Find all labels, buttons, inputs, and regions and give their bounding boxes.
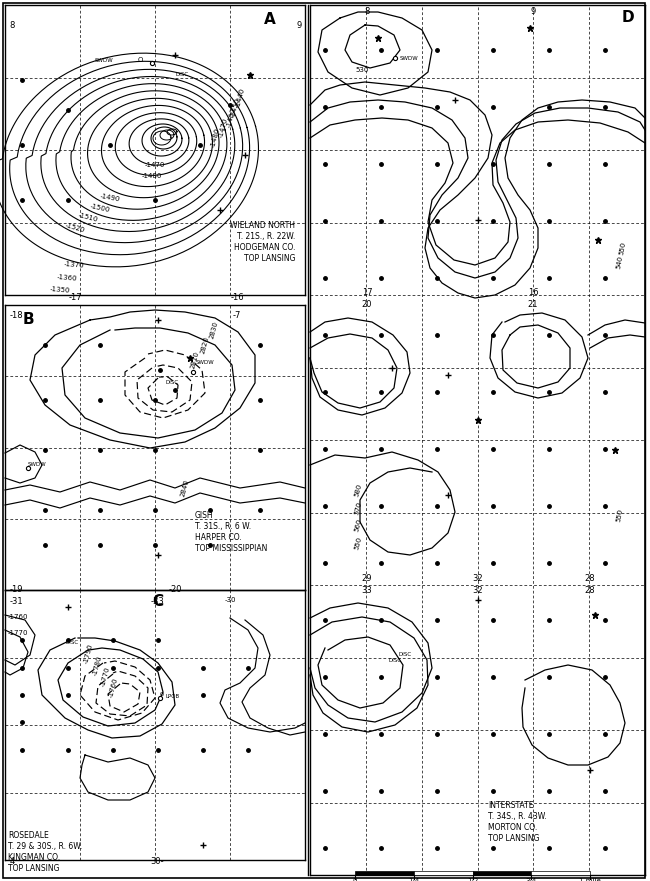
Text: DISC: DISC [175, 72, 188, 78]
Text: -31: -31 [10, 597, 23, 606]
Text: B: B [22, 313, 34, 328]
Text: T. 31S., R. 6 W.: T. 31S., R. 6 W. [195, 522, 251, 531]
Text: SWDW: SWDW [95, 57, 114, 63]
Text: GISH: GISH [195, 511, 214, 520]
Text: 32: 32 [473, 574, 484, 583]
Text: 2840: 2840 [180, 478, 190, 498]
Text: 560: 560 [354, 518, 363, 532]
Text: -1760: -1760 [107, 677, 118, 699]
Text: 2810: 2810 [190, 351, 200, 369]
Text: ROSEDALE: ROSEDALE [8, 831, 49, 840]
Text: -1770: -1770 [8, 630, 29, 636]
Text: 0: 0 [353, 878, 358, 881]
Text: INTERSTATE: INTERSTATE [488, 801, 534, 810]
Text: 32: 32 [473, 586, 484, 595]
Text: -1460: -1460 [226, 107, 237, 129]
Text: 16: 16 [528, 288, 538, 297]
Text: -19: -19 [10, 585, 23, 594]
Text: 33: 33 [361, 586, 372, 595]
Text: HODGEMAN CO.: HODGEMAN CO. [233, 243, 295, 252]
Text: TOP MISSISSIPPIAN: TOP MISSISSIPPIAN [195, 544, 267, 553]
Bar [355, 871, 414, 875]
Text: LPOB: LPOB [165, 693, 179, 699]
Text: WIELAND NORTH: WIELAND NORTH [230, 221, 295, 230]
Text: 28: 28 [585, 586, 595, 595]
Text: 550: 550 [619, 241, 627, 255]
Text: A: A [264, 12, 276, 27]
Text: MORTON CO.: MORTON CO. [488, 823, 538, 832]
Text: -1520: -1520 [64, 222, 86, 233]
Text: SWDW: SWDW [196, 360, 214, 366]
Text: -1480: -1480 [142, 173, 162, 179]
Text: -1790: -1790 [83, 643, 94, 664]
Text: -17: -17 [68, 293, 82, 302]
Text: KINGMAN CO.: KINGMAN CO. [8, 853, 60, 862]
Text: 1/2: 1/2 [467, 878, 478, 881]
Text: DISC: DISC [65, 640, 78, 646]
Text: DISC: DISC [165, 380, 178, 384]
Text: TOP LANSING: TOP LANSING [488, 834, 540, 843]
Text: 3/4: 3/4 [526, 878, 537, 881]
Text: 9: 9 [297, 20, 302, 29]
Text: 1/4: 1/4 [408, 878, 419, 881]
Text: SWDW: SWDW [28, 463, 47, 468]
Text: D: D [621, 11, 634, 26]
Text: O: O [137, 57, 143, 63]
Text: 2820: 2820 [200, 336, 210, 354]
Text: 20: 20 [362, 300, 372, 309]
Text: -1470: -1470 [145, 162, 165, 168]
Text: 21: 21 [528, 300, 538, 309]
Bar [473, 871, 531, 875]
Text: -1490: -1490 [99, 193, 120, 203]
Text: O: O [160, 692, 164, 698]
Text: -1500: -1500 [90, 203, 110, 213]
Text: -7: -7 [233, 310, 241, 320]
Text: -1440: -1440 [235, 87, 246, 108]
Text: TOP LANSING: TOP LANSING [244, 254, 295, 263]
Text: 530: 530 [355, 67, 369, 73]
Text: 29: 29 [362, 574, 372, 583]
Text: -16: -16 [230, 293, 244, 302]
Text: 9: 9 [530, 8, 536, 17]
Text: -1360: -1360 [57, 274, 77, 282]
Text: T. 21S., R. 22W.: T. 21S., R. 22W. [237, 232, 295, 241]
Text: -18: -18 [10, 310, 23, 320]
Text: -1760: -1760 [8, 614, 29, 620]
Text: -1450: -1450 [229, 98, 240, 119]
Text: 540: 540 [616, 255, 624, 269]
Text: TOP LANSING: TOP LANSING [8, 864, 60, 873]
Text: T. 29 & 30S., R. 6W.: T. 29 & 30S., R. 6W. [8, 842, 83, 851]
Text: 2830: 2830 [209, 321, 219, 339]
Text: -1770: -1770 [99, 666, 111, 688]
Text: DISC: DISC [389, 657, 402, 663]
Bar [414, 871, 473, 875]
Text: -1350: -1350 [49, 286, 70, 294]
Text: 28: 28 [585, 574, 595, 583]
Text: 1 mile: 1 mile [579, 878, 601, 881]
Text: -1370: -1370 [64, 261, 84, 269]
Text: T. 34S., R. 43W.: T. 34S., R. 43W. [488, 812, 547, 821]
Text: -33: -33 [150, 597, 164, 606]
Text: 30-: 30- [150, 857, 164, 866]
Text: 580: 580 [354, 483, 363, 497]
Text: DISC: DISC [398, 653, 411, 657]
Text: 17: 17 [361, 288, 372, 297]
Text: -1510: -1510 [77, 212, 99, 224]
Text: -30: -30 [224, 597, 236, 603]
Text: SWDW: SWDW [400, 56, 419, 61]
Bar [531, 871, 590, 875]
Text: 8: 8 [9, 20, 14, 29]
Text: 550: 550 [616, 508, 624, 522]
Text: -1780: -1780 [92, 655, 103, 677]
Text: 550: 550 [354, 536, 363, 550]
Text: 4: 4 [10, 857, 15, 866]
Text: -20: -20 [168, 585, 182, 594]
Text: 570: 570 [354, 500, 363, 515]
Text: -1480: -1480 [209, 128, 220, 149]
Text: C: C [153, 595, 164, 610]
Text: 8: 8 [364, 8, 370, 17]
Text: HARPER CO.: HARPER CO. [195, 533, 242, 542]
Text: -1470: -1470 [218, 117, 229, 138]
